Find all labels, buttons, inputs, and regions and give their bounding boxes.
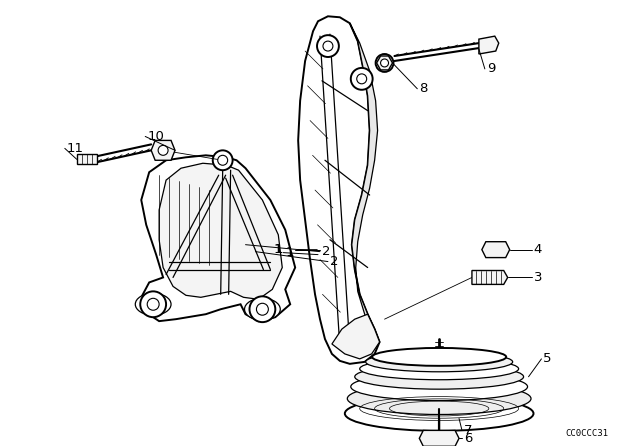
Circle shape: [250, 296, 275, 322]
Ellipse shape: [365, 352, 513, 372]
Polygon shape: [141, 155, 295, 321]
Ellipse shape: [345, 396, 534, 431]
Text: 8: 8: [419, 82, 428, 95]
Ellipse shape: [372, 348, 506, 366]
Text: 1: 1: [285, 246, 294, 259]
Ellipse shape: [355, 364, 524, 389]
Circle shape: [257, 303, 268, 315]
Circle shape: [158, 146, 168, 155]
Circle shape: [140, 291, 166, 317]
Text: 9: 9: [487, 62, 495, 75]
Circle shape: [356, 74, 367, 84]
Circle shape: [381, 59, 388, 67]
Ellipse shape: [135, 293, 171, 315]
Text: 11: 11: [67, 142, 84, 155]
Polygon shape: [376, 56, 392, 70]
Circle shape: [376, 54, 394, 72]
Circle shape: [147, 298, 159, 310]
Polygon shape: [472, 271, 508, 284]
Polygon shape: [482, 242, 509, 258]
Text: 1: 1: [275, 243, 284, 256]
Text: 5: 5: [543, 353, 552, 366]
Text: 6: 6: [464, 432, 472, 445]
Polygon shape: [332, 314, 380, 359]
Text: 2: 2: [322, 245, 330, 258]
Text: 7: 7: [464, 424, 472, 437]
Text: 4: 4: [534, 243, 542, 256]
Polygon shape: [479, 36, 499, 54]
Circle shape: [323, 41, 333, 51]
Circle shape: [351, 68, 372, 90]
Polygon shape: [298, 16, 380, 364]
Text: 1: 1: [274, 243, 282, 256]
Ellipse shape: [360, 358, 518, 380]
Circle shape: [218, 155, 228, 165]
Polygon shape: [419, 431, 459, 446]
Text: 2: 2: [330, 255, 339, 268]
Polygon shape: [350, 23, 380, 347]
Polygon shape: [151, 140, 175, 160]
Text: CC0CCC31: CC0CCC31: [565, 429, 608, 438]
Text: 10: 10: [147, 130, 164, 143]
Polygon shape: [77, 154, 97, 164]
Circle shape: [317, 35, 339, 57]
Polygon shape: [159, 163, 282, 299]
Ellipse shape: [244, 298, 280, 320]
Text: 3: 3: [534, 271, 542, 284]
Circle shape: [212, 151, 232, 170]
Ellipse shape: [351, 373, 527, 401]
Ellipse shape: [348, 383, 531, 414]
